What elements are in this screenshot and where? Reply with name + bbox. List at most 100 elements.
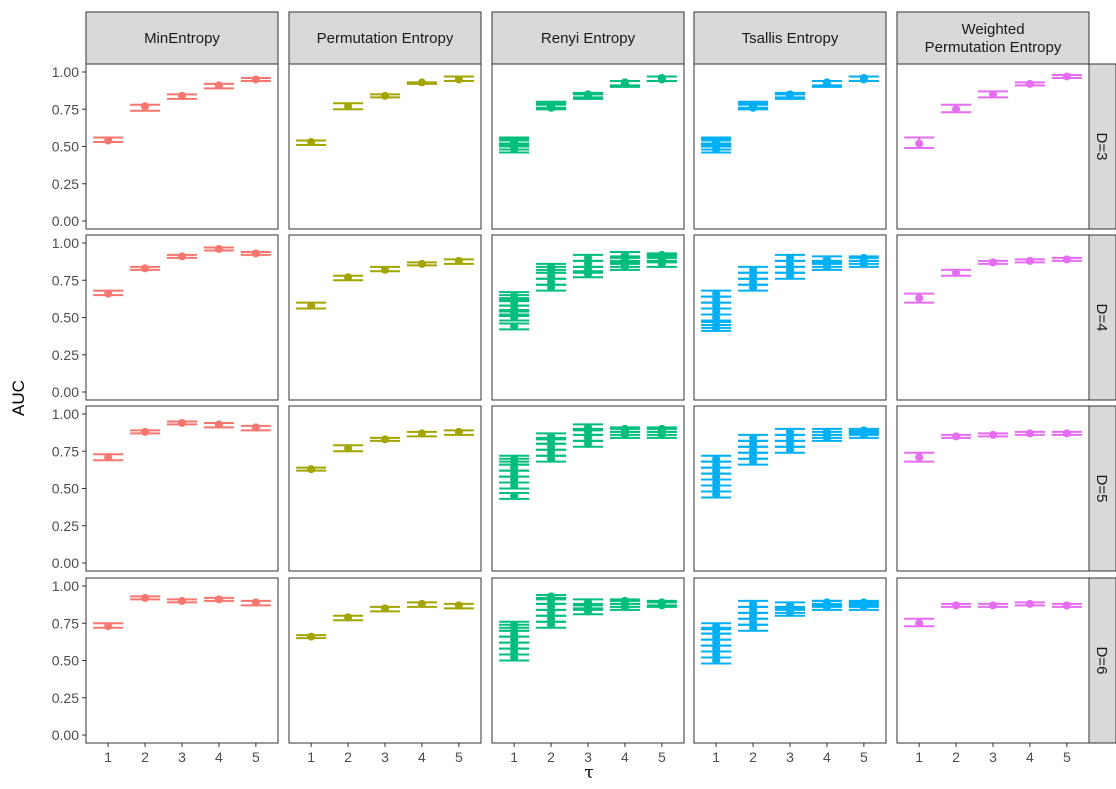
- data-point: [443, 75, 474, 84]
- y-tick-label: 0.75: [52, 101, 79, 117]
- data-point: [130, 593, 161, 602]
- facet-panels: MinEntropy Permutation Entropy Renyi Entro…: [52, 11, 1116, 765]
- data-point: [904, 292, 935, 304]
- x-tick-label: 1: [510, 749, 518, 765]
- y-tick-label: 0.75: [52, 272, 79, 288]
- data-point: [775, 253, 805, 262]
- data-point: [443, 256, 474, 265]
- point-marker: [749, 283, 758, 292]
- data-point: [499, 653, 530, 662]
- data-point: [203, 595, 234, 604]
- point-marker: [344, 613, 353, 622]
- data-point: [701, 323, 732, 332]
- x-axis-title: τ: [584, 763, 593, 783]
- y-tick-label: 0.00: [52, 727, 79, 743]
- data-point: [701, 313, 732, 322]
- point-marker: [620, 78, 629, 87]
- data-point: [1051, 255, 1082, 264]
- point-marker: [712, 313, 721, 322]
- data-point: [738, 103, 769, 112]
- data-point: [978, 601, 1008, 610]
- x-tick-label: 1: [915, 749, 923, 765]
- y-tick-label: 0.25: [52, 176, 79, 192]
- point-marker: [584, 253, 592, 262]
- facet-strip-row-1: D=3: [1088, 63, 1116, 230]
- data-point: [1051, 601, 1082, 610]
- point-marker: [712, 622, 721, 631]
- data-point: [296, 138, 327, 147]
- data-point: [167, 252, 197, 261]
- data-point: [240, 75, 271, 84]
- point-marker: [510, 481, 519, 490]
- panel-background: [288, 234, 482, 401]
- point-marker: [1025, 256, 1034, 265]
- data-point: [93, 289, 124, 298]
- point-marker: [859, 598, 868, 607]
- point-marker: [307, 465, 316, 474]
- data-point: [573, 270, 603, 279]
- panel-background: [288, 405, 482, 572]
- point-marker: [786, 445, 794, 454]
- point-marker: [381, 91, 389, 100]
- data-point: [130, 264, 161, 273]
- point-marker: [952, 601, 961, 610]
- panel-4-1: [693, 63, 887, 230]
- data-point: [701, 656, 732, 665]
- point-marker: [104, 136, 113, 145]
- data-point: [406, 599, 437, 608]
- data-point: [536, 592, 567, 601]
- y-tick-label: 0.75: [52, 615, 79, 631]
- x-tick-label: 5: [455, 749, 463, 765]
- point-marker: [307, 632, 316, 641]
- point-marker: [822, 598, 831, 607]
- data-point: [811, 255, 842, 264]
- point-marker: [214, 81, 223, 90]
- facet-strip-label: MinEntropy: [144, 30, 220, 47]
- facet-strip-label: Permutation Entropy: [925, 39, 1062, 56]
- point-marker: [786, 90, 794, 99]
- data-point: [240, 249, 271, 258]
- x-tick-label: 4: [621, 749, 629, 765]
- point-marker: [749, 103, 758, 112]
- data-point: [130, 427, 161, 436]
- point-marker: [1025, 79, 1034, 88]
- point-marker: [584, 423, 592, 432]
- point-marker: [620, 596, 629, 605]
- data-point: [370, 265, 400, 274]
- y-tick-label: 0.50: [52, 653, 79, 669]
- data-point: [775, 601, 805, 610]
- data-point: [443, 427, 474, 436]
- panel-background: [288, 577, 482, 744]
- point-marker: [712, 490, 721, 499]
- facet-row-label: D=5: [1093, 475, 1110, 503]
- point-marker: [1062, 601, 1071, 610]
- data-point: [406, 259, 437, 268]
- data-point: [941, 432, 972, 441]
- point-marker: [1062, 429, 1071, 438]
- point-marker: [454, 427, 463, 436]
- point-marker: [584, 598, 592, 607]
- data-point: [941, 601, 972, 610]
- data-point: [1014, 79, 1045, 88]
- point-marker: [584, 439, 592, 448]
- data-point: [536, 283, 567, 292]
- panel-3-3: [491, 405, 685, 572]
- data-point: [573, 253, 603, 262]
- facet-strip-col-2: Permutation Entropy: [288, 11, 482, 65]
- x-tick-label: 5: [1063, 749, 1071, 765]
- point-marker: [104, 453, 113, 462]
- point-marker: [510, 313, 519, 322]
- data-point: [609, 596, 640, 605]
- point-marker: [620, 424, 629, 433]
- data-point: [499, 491, 530, 500]
- point-marker: [251, 75, 260, 84]
- point-marker: [989, 258, 997, 267]
- x-tick-label: 5: [252, 749, 260, 765]
- point-marker: [859, 73, 868, 82]
- point-marker: [657, 250, 666, 259]
- y-tick-label: 0.50: [52, 310, 79, 326]
- facet-strip-label: Weighted: [961, 21, 1024, 38]
- point-marker: [547, 592, 556, 601]
- panel-background: [85, 63, 279, 230]
- point-marker: [749, 433, 758, 442]
